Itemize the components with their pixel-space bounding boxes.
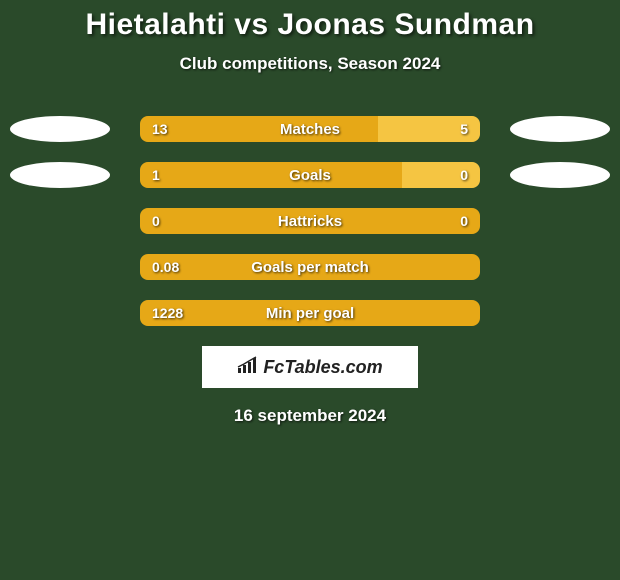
logo-text: FcTables.com bbox=[263, 357, 382, 378]
stat-left-value: 13 bbox=[152, 116, 168, 142]
stat-right-value: 5 bbox=[460, 116, 468, 142]
stat-row: Matches135 bbox=[0, 116, 620, 142]
stat-bar: Goals per match0.08 bbox=[140, 254, 480, 280]
right-marker-ellipse bbox=[510, 162, 610, 188]
stat-row: Goals per match0.08 bbox=[0, 254, 620, 280]
left-marker-ellipse bbox=[10, 116, 110, 142]
stat-bar: Goals10 bbox=[140, 162, 480, 188]
stat-bar: Min per goal1228 bbox=[140, 300, 480, 326]
page-title: Hietalahti vs Joonas Sundman bbox=[0, 8, 620, 42]
stat-bar: Hattricks00 bbox=[140, 208, 480, 234]
stat-right-value: 0 bbox=[460, 208, 468, 234]
left-marker-ellipse bbox=[10, 162, 110, 188]
bar-left-fill bbox=[140, 300, 480, 326]
stat-row: Goals10 bbox=[0, 162, 620, 188]
stat-bar: Matches135 bbox=[140, 116, 480, 142]
stat-left-value: 0 bbox=[152, 208, 160, 234]
bar-right-fill bbox=[402, 162, 480, 188]
stat-rows: Matches135Goals10Hattricks00Goals per ma… bbox=[0, 116, 620, 326]
logo: FcTables.com bbox=[237, 356, 382, 379]
stat-right-value: 0 bbox=[460, 162, 468, 188]
bars-growth-icon bbox=[237, 356, 259, 379]
bar-left-fill bbox=[140, 208, 480, 234]
bar-left-fill bbox=[140, 116, 378, 142]
bar-left-fill bbox=[140, 162, 402, 188]
stat-left-value: 1 bbox=[152, 162, 160, 188]
bar-left-fill bbox=[140, 254, 480, 280]
right-marker-ellipse bbox=[510, 116, 610, 142]
subtitle: Club competitions, Season 2024 bbox=[0, 54, 620, 74]
stat-left-value: 1228 bbox=[152, 300, 183, 326]
logo-box: FcTables.com bbox=[202, 346, 418, 388]
date-text: 16 september 2024 bbox=[0, 406, 620, 426]
stat-left-value: 0.08 bbox=[152, 254, 179, 280]
stat-row: Min per goal1228 bbox=[0, 300, 620, 326]
comparison-infographic: Hietalahti vs Joonas Sundman Club compet… bbox=[0, 0, 620, 426]
stat-row: Hattricks00 bbox=[0, 208, 620, 234]
